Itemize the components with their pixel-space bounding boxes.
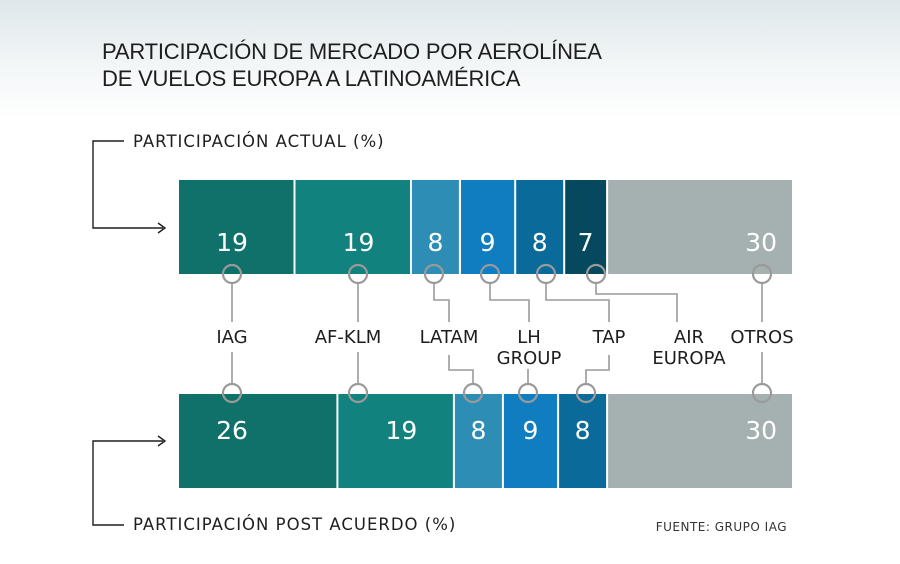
value-label-actual-tap: 8 [532,228,548,257]
value-label-post-iag: 26 [216,416,248,445]
circle-bot-latam [462,382,484,404]
bar-post-tap [559,394,607,488]
circle-bot-otros [751,382,773,404]
circle-bot-tap [575,382,597,404]
value-label-actual-lh-group: 9 [480,228,496,257]
airline-label-air-europa: AIR EUROPA [652,327,726,369]
source-note: FUENTE: GRUPO IAG [656,520,787,534]
connector-top-lh-group [489,283,530,322]
airline-label-lh-group: LH GROUP [497,327,562,369]
legend-bracket-actual [92,140,163,229]
arrow-right-icon [157,222,167,234]
bar-actual-latam [411,180,459,274]
circle-top-iag [221,263,243,285]
value-label-post-lh-group: 9 [523,416,539,445]
connector-top-air-europa [595,283,678,322]
connector-bot-tap [585,355,610,384]
airline-label-otros: OTROS [730,327,793,348]
bar-actual-af-klm [295,180,410,274]
bar-actual-air-europa [565,180,607,274]
legend-label-actual: PARTICIPACIÓN ACTUAL (%) [133,132,385,151]
value-label-post-af-klm: 19 [385,416,417,445]
value-label-post-tap: 8 [575,416,591,445]
circle-bot-iag [221,382,243,404]
bar-actual-tap [516,180,564,274]
airline-label-iag: IAG [216,327,247,348]
chart-title-line-1: PARTICIPACIÓN DE MERCADO POR AEROLÍNEA [102,39,602,64]
value-label-post-otros: 30 [745,416,777,445]
circle-top-otros [751,263,773,285]
circle-bot-af-klm [347,382,369,404]
bar-actual-iag [179,180,294,274]
connector-top-tap [545,283,610,322]
value-label-actual-air-europa: 7 [578,228,594,257]
circle-top-air-europa [585,263,607,285]
circle-top-latam [423,263,445,285]
bars-group: 19 19 8 9 8 7 30 26 19 8 9 8 30 [179,180,792,488]
connector-circles [221,263,773,404]
value-label-actual-latam: 8 [428,228,444,257]
bar-actual-lh-group [461,180,515,274]
legend-label-post: PARTICIPACIÓN POST ACUERDO (%) [133,515,456,534]
bar-post-af-klm [338,394,453,488]
value-label-actual-af-klm: 19 [343,228,375,257]
value-label-actual-iag: 19 [216,228,248,257]
chart-title: PARTICIPACIÓN DE MERCADO POR AEROLÍNEA D… [102,38,602,92]
value-label-post-latam: 8 [470,416,486,445]
circle-top-af-klm [347,263,369,285]
circle-bot-lh-group [517,382,539,404]
airline-label-latam: LATAM [420,327,479,348]
circle-top-tap [535,263,557,285]
bar-actual-otros [608,180,792,274]
legend-group: PARTICIPACIÓN ACTUAL (%) PARTICIPACIÓN PO… [92,132,787,534]
arrow-right-icon [157,435,167,447]
bar-post-otros [608,394,792,488]
chart-title-line-2: DE VUELOS EUROPA A LATINOAMÉRICA [102,66,521,91]
bar-post-lh-group [503,394,558,488]
airline-label-af-klm: AF-KLM [315,327,382,348]
connector-top-latam [433,283,450,322]
circle-top-lh-group [479,263,501,285]
connector-bot-latam [448,355,474,384]
connector-lines [231,283,763,384]
bar-post-latam [454,394,502,488]
airline-label-tap: TAP [592,327,626,348]
value-label-actual-otros: 30 [745,228,777,257]
bar-post-iag [179,394,337,488]
legend-bracket-post [92,440,163,526]
